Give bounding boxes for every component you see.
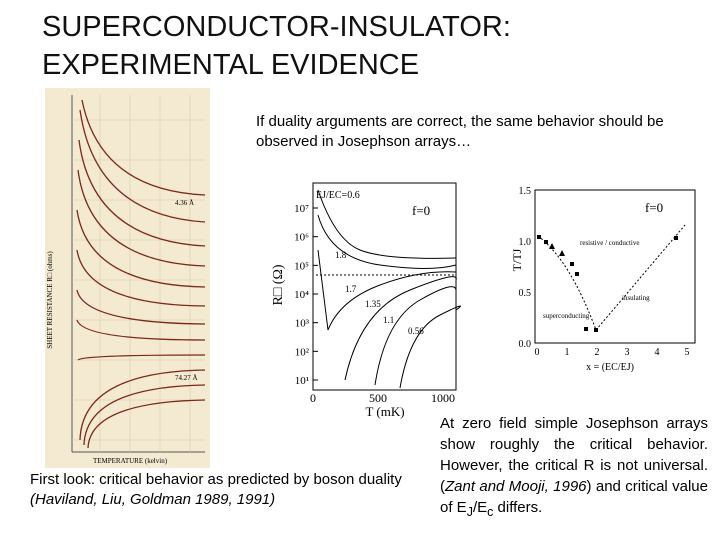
x-tick-label: 2 [595, 347, 600, 358]
y-tick-label: 10³ [295, 318, 310, 330]
y-tick-label: 0.5 [519, 288, 532, 299]
left-caption: First look: critical behavior as predict… [30, 470, 405, 510]
x-tick-label: 0 [535, 347, 540, 358]
y-tick-label: 10⁴ [294, 289, 309, 301]
y-axis-label: T/TJ [510, 248, 524, 271]
title-line: EXPERIMENTAL EVIDENCE [42, 49, 420, 81]
y-tick-label: 0.0 [519, 339, 532, 350]
x-tick-label: 4 [655, 347, 660, 358]
citation: Zant and Mooji, 1996 [445, 478, 587, 495]
y-tick-label: 10⁷ [294, 203, 309, 215]
right-frame [534, 189, 696, 344]
right-caption: At zero field simple Josephson arrays sh… [440, 413, 708, 523]
curve-label: 1.7 [345, 284, 357, 294]
caption-text: ) and critical value of E [440, 478, 708, 516]
x-axis-label: x = (EC/EJ) [586, 362, 634, 373]
field-label: f=0 [412, 203, 430, 218]
y-tick-label: 10² [295, 346, 310, 358]
middle-curves [317, 189, 461, 389]
x-tick-label: 500 [369, 391, 387, 405]
x-tick-label: 1000 [431, 391, 455, 405]
region-label: resistive / conductive [580, 239, 639, 247]
y-tick-label: 10⁶ [294, 232, 309, 244]
curve-label: 1.35 [365, 299, 381, 309]
left-figure-bg [45, 88, 210, 468]
y-tick-label: 1.0 [519, 237, 532, 248]
x-tick-label: 3 [625, 347, 630, 358]
curve-label: 1.1 [383, 315, 394, 325]
region-label: insulating [622, 294, 650, 302]
caption-text: differs. [493, 499, 543, 516]
right-lines [537, 224, 686, 331]
y-tick-label: 10¹ [295, 375, 309, 387]
title-line: SUPERCONDUCTOR-INSULATOR: [42, 11, 511, 43]
subscript: J [466, 505, 473, 519]
middle-frame [312, 182, 457, 391]
caption-text: /E [472, 499, 488, 516]
caption-text: At zero field simple Josephson arrays sh… [440, 415, 708, 495]
x-axis-label: T (mK) [365, 404, 404, 419]
left-grid [72, 95, 205, 452]
field-label: f=0 [645, 200, 663, 215]
legend: EJ/EC=0.6 [316, 190, 360, 201]
y-tick-label: 10⁵ [294, 260, 309, 272]
annotation: 74.27 Å [175, 374, 198, 382]
annotation: 4.36 Å [175, 199, 194, 207]
x-tick-label: 5 [685, 347, 690, 358]
title: SUPERCONDUCTOR-INSULATOR: EXPERIMENTAL E… [42, 8, 511, 84]
x-tick-label: 0 [310, 391, 316, 405]
curve-label: 1.8 [335, 250, 347, 260]
curve-label: 0.56 [408, 326, 424, 336]
intro-text: If duality arguments are correct, the sa… [256, 113, 664, 150]
region-label: superconducting [543, 312, 590, 320]
y-axis-label: R□ (Ω) [271, 264, 286, 305]
y-axis-label: SHEET RESISTANCE R□ (ohms) [46, 251, 54, 349]
subscript: c [487, 505, 494, 519]
citation: (Haviland, Liu, Goldman 1989, 1991) [30, 491, 276, 508]
x-tick-label: 1 [565, 347, 570, 358]
x-axis-label: TEMPERATURE (kelvin) [93, 457, 168, 465]
caption-text: First look: critical behavior as predict… [30, 471, 402, 488]
left-curves [76, 99, 206, 449]
y-tick-label: 1.5 [519, 186, 532, 197]
